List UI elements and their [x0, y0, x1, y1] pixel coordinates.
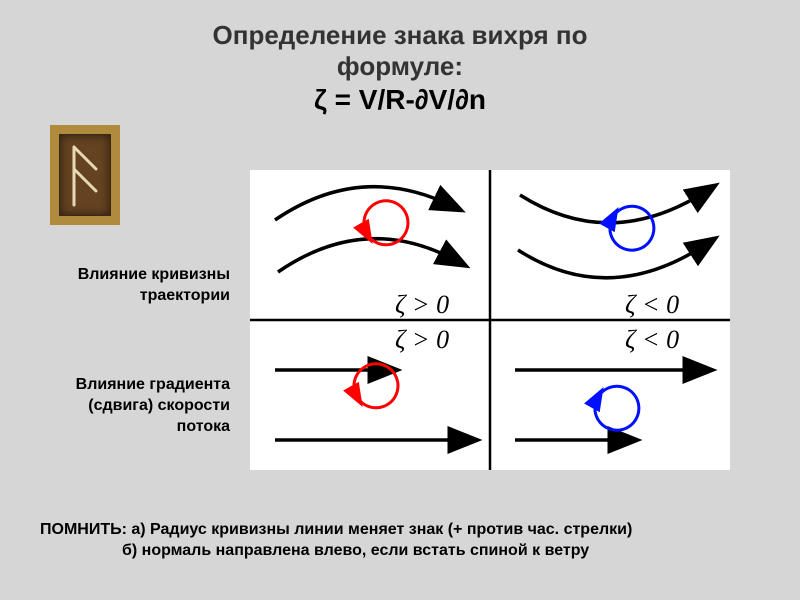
zeta-label-br: ζ < 0 — [625, 325, 679, 355]
zeta-label-bl: ζ > 0 — [395, 325, 449, 355]
row-label-curvature: Влияние кривизны траектории — [40, 265, 230, 307]
rune-decoration — [50, 125, 120, 225]
slide-title: Определение знака вихря по формуле: ζ = … — [0, 0, 800, 116]
footer-line-1: ПОМНИТЬ: а) Радиус кривизны линии меняет… — [40, 519, 632, 541]
row1-text-b: траектории — [140, 287, 230, 304]
rune-glyph — [60, 135, 110, 215]
title-line-2: формуле: — [0, 51, 800, 82]
row2-text-a: Влияние градиента — [76, 376, 230, 393]
row1-text-a: Влияние кривизны — [78, 266, 230, 283]
footer-note: ПОМНИТЬ: а) Радиус кривизны линии меняет… — [40, 519, 632, 562]
zeta-label-tr: ζ < 0 — [625, 290, 679, 320]
slide: Определение знака вихря по формуле: ζ = … — [0, 0, 800, 600]
zeta-label-tl: ζ > 0 — [395, 290, 449, 320]
row2-text-c: потока — [177, 418, 230, 435]
row-label-gradient: Влияние градиента (сдвига) скорости пото… — [40, 375, 230, 437]
footer-line-2: б) нормаль направлена влево, если встать… — [40, 540, 632, 562]
formula: ζ = V/R-∂V/∂n — [0, 84, 800, 116]
title-line-1: Определение знака вихря по — [0, 20, 800, 51]
rune-inner — [59, 134, 111, 216]
diagram-grid — [250, 170, 730, 470]
row2-text-b: (сдвига) скорости — [88, 397, 230, 414]
